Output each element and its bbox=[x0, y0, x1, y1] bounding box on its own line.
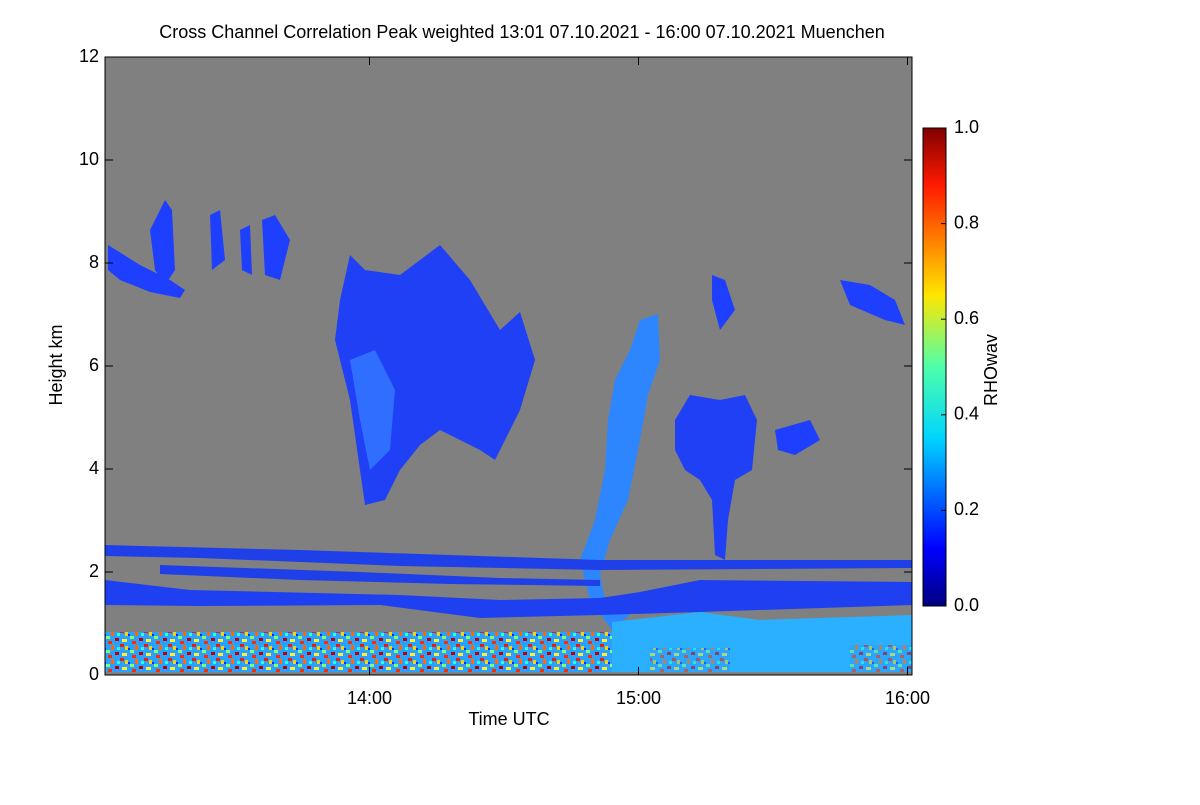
chart-title: Cross Channel Correlation Peak weighted … bbox=[159, 22, 885, 42]
colorbar-tick-label: 1.0 bbox=[954, 117, 979, 137]
heatmap bbox=[105, 57, 912, 675]
y-tick-label: 8 bbox=[89, 252, 99, 272]
cloud bbox=[350, 350, 395, 470]
x-tick-label: 14:00 bbox=[347, 688, 392, 708]
cloud bbox=[210, 210, 290, 280]
y-tick-label: 4 bbox=[89, 458, 99, 478]
x-tick-label: 15:00 bbox=[616, 688, 661, 708]
colorbar-tick-label: 0.8 bbox=[954, 212, 979, 232]
y-tick-label: 10 bbox=[79, 149, 99, 169]
cloud bbox=[150, 200, 175, 285]
noise-band bbox=[650, 648, 730, 672]
y-tick-label: 2 bbox=[89, 561, 99, 581]
cloud bbox=[675, 395, 757, 560]
y-axis-label: Height km bbox=[46, 324, 66, 405]
y-tick-label: 0 bbox=[89, 664, 99, 684]
colorbar-label: RHOwav bbox=[981, 334, 1001, 406]
noise-band bbox=[105, 632, 612, 672]
plume bbox=[580, 314, 660, 630]
colorbar-tick-label: 0.0 bbox=[954, 595, 979, 615]
noise-band bbox=[850, 645, 912, 672]
colorbar bbox=[922, 127, 947, 607]
colorbar-tick-label: 0.2 bbox=[954, 499, 979, 519]
x-axis-label: Time UTC bbox=[468, 709, 549, 729]
colorbar-tick-label: 0.6 bbox=[954, 308, 979, 328]
layer bbox=[105, 580, 912, 618]
y-tick-label: 12 bbox=[79, 46, 99, 66]
cloud bbox=[108, 245, 185, 298]
layer bbox=[105, 545, 912, 586]
x-tick-label: 16:00 bbox=[885, 688, 930, 708]
y-tick-label: 6 bbox=[89, 355, 99, 375]
colorbar-tick-label: 0.4 bbox=[954, 404, 979, 424]
